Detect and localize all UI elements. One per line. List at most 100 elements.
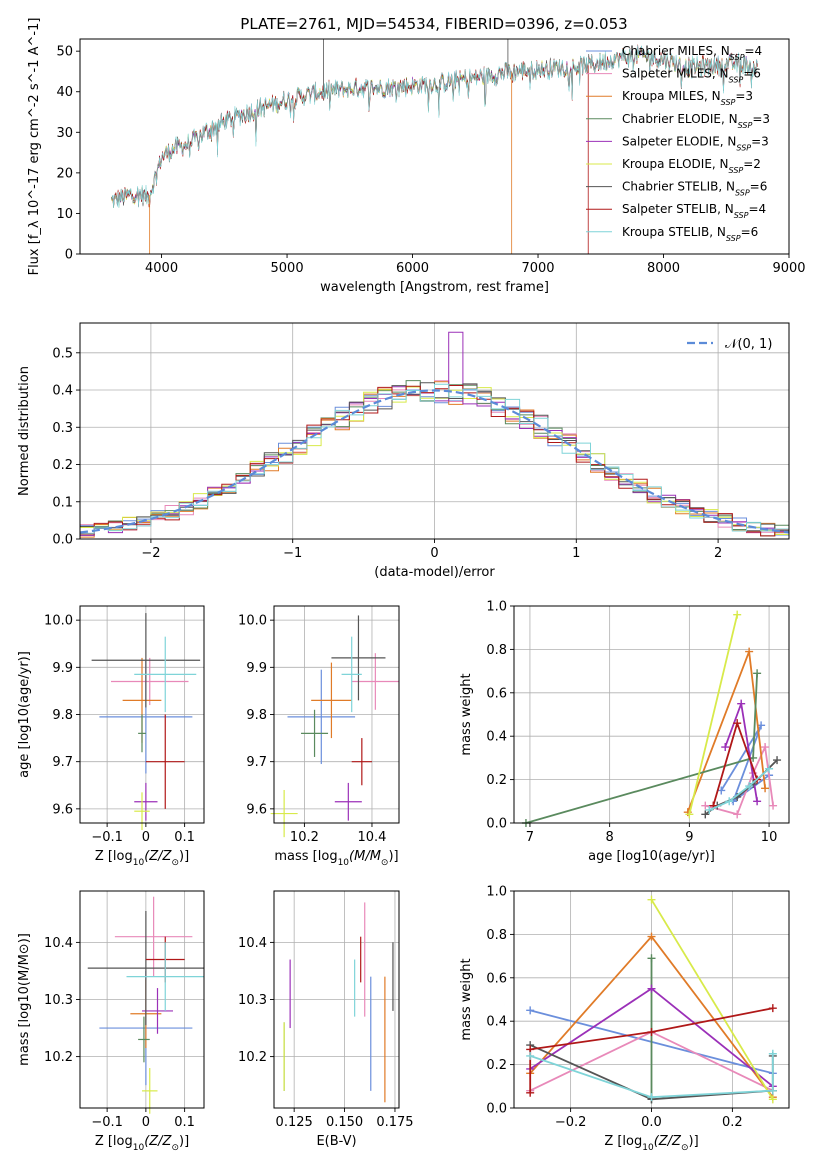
mass-weight-point-salpeter_stelib [526,1088,535,1097]
x-tick-label: 0.175 [376,1115,413,1130]
mass-weight-point-kroupa_stelib [526,1051,535,1060]
x-tick-label: 0.1 [174,1115,195,1130]
y-tick-label: 9.6 [246,802,267,817]
y-tick-label: 1.0 [486,885,507,900]
y-tick-label: 1.0 [486,600,507,615]
mass-weight-point-salpeter_elodie [737,699,746,708]
y-tick-label: 10.2 [238,1050,267,1065]
y-tick-label: 0.2 [486,773,507,788]
y-tick-label: 0.8 [486,643,507,658]
mass-weight-point-kroupa_elodie [647,895,656,904]
normal-curve [79,389,790,534]
y-tick-label: 10.4 [238,936,267,951]
x-tick-label: 9 [685,830,693,845]
y-tick-label: 10.0 [44,614,73,629]
legend-label-chabrier_miles: Chabrier MILES, NSSP=4 [622,44,762,62]
y-axis-label: age [log10(age/yr)] [17,651,32,778]
y-tick-label: 9.8 [52,708,73,723]
y-tick-label: 0.4 [52,384,73,399]
y-tick-label: 0.1 [52,495,73,510]
mass-weight-point-salpeter_stelib [733,719,742,728]
mass-weight-point-chabrier_elodie [647,954,656,963]
x-tick-label: 5000 [271,261,304,276]
y-axis-label: Normed distribution [17,366,32,496]
y-tick-label: 50 [56,45,73,60]
axes-layer: 4000 5000 6000 7000 8000 900001020304050wavel… [17,18,806,1153]
mass-weight-point-salpeter_miles [701,801,710,810]
mass-weight-point-chabrier_elodie [753,669,762,678]
legend-label-kroupa_elodie: Kroupa ELODIE, NSSP=2 [622,157,761,175]
mass-weight-point-kroupa_stelib [768,1049,777,1058]
x-tick-label: 4000 [145,261,178,276]
x-tick-label: 0 [142,830,150,845]
y-axis-label: mass [log10(M/M⊙)] [17,933,32,1066]
y-tick-label: 0.5 [52,346,73,361]
y-tick-label: 10.2 [44,1050,73,1065]
x-tick-label: −0.1 [91,1115,123,1130]
legend-label-chabrier_stelib: Chabrier STELIB, NSSP=6 [622,180,767,198]
mass-weight-point-chabrier_stelib [773,756,782,765]
x-axis-label: (data-model)/error [374,565,495,580]
y-axis-label: mass weight [459,673,474,755]
y-tick-label: 10 [56,207,73,222]
x-tick-label: 0.0 [641,1115,662,1130]
mass-weight-line-kroupa_stelib [529,1053,774,1099]
mass-weight-point-salpeter_elodie [753,797,762,806]
mass-weight-point-kroupa_stelib [768,1086,777,1095]
x-axis-label: Z [log10(Z/Z⊙)] [95,1134,189,1153]
y-tick-label: 30 [56,126,73,141]
y-tick-label: 40 [56,85,73,100]
y-axis-label: Flux [f_λ 10^-17 erg cm^-2 s^-1 A^-1] [27,18,42,276]
mass-weight-point-salpeter_stelib [768,1004,777,1013]
x-tick-label: −0.1 [91,830,123,845]
x-tick-label: 2 [714,546,722,561]
y-tick-label: 10.4 [44,936,73,951]
axes-frame [79,38,790,255]
hist-step-kroupa_stelib [80,383,789,534]
y-tick-label: 9.9 [246,661,267,676]
y-tick-label: 0 [65,248,73,263]
mass-weight-point-salpeter_elodie [647,984,656,993]
y-tick-label: 9.7 [246,755,267,770]
y-tick-label: 9.7 [52,755,73,770]
x-tick-label: 8 [606,830,614,845]
x-axis-label: Z [log10(Z/Z⊙)] [95,849,189,868]
mass-weight-point-kroupa_stelib [765,764,774,773]
y-tick-label: 0.0 [52,533,73,548]
x-tick-label: 1 [572,546,580,561]
y-tick-label: 20 [56,166,73,181]
x-axis-label: wavelength [Angstrom, rest frame] [320,280,549,295]
x-tick-label: 7000 [521,261,554,276]
x-tick-label: −2 [141,546,160,561]
y-tick-label: 0.8 [486,928,507,943]
y-tick-label: 0.2 [486,1058,507,1073]
x-tick-label: 7 [526,830,534,845]
y-tick-label: 10.0 [238,614,267,629]
mass-weight-point-kroupa_stelib [705,805,714,814]
mass-weight-point-chabrier_miles [526,1006,535,1015]
mass-weight-point-salpeter_stelib [647,1028,656,1037]
legend-label-kroupa_stelib: Kroupa STELIB, NSSP=6 [622,225,758,243]
x-axis-label: E(B-V) [316,1134,356,1149]
mass-weight-point-kroupa_elodie [733,610,742,619]
figure-title: PLATE=2761, MJD=54534, FIBERID=0396, z=0… [240,15,627,33]
y-tick-label: 0.3 [52,421,73,436]
x-tick-label: −0.2 [555,1115,587,1130]
mass-weight-point-kroupa_miles [745,647,754,656]
mass-weight-point-kroupa_stelib [647,1093,656,1102]
y-tick-label: 9.9 [52,661,73,676]
spectrum-line-kroupa_stelib [111,45,758,208]
y-tick-label: 0.0 [486,817,507,832]
x-tick-label: 8000 [647,261,680,276]
mass-weight-line-chabrier_miles [720,724,770,804]
y-tick-label: 0.4 [486,730,507,745]
x-tick-label: 6000 [396,261,429,276]
mass-weight-line-kroupa_elodie [688,614,739,815]
mass-weight-line-salpeter_stelib [529,1007,773,1093]
x-tick-label: 10.2 [290,830,319,845]
legend-label-salpeter_stelib: Salpeter STELIB, NSSP=4 [622,202,766,220]
y-tick-label: 0.0 [486,1102,507,1117]
y-tick-label: 0.6 [486,971,507,986]
mass-weight-point-salpeter_miles [733,810,742,819]
y-tick-label: 0.4 [486,1015,507,1030]
